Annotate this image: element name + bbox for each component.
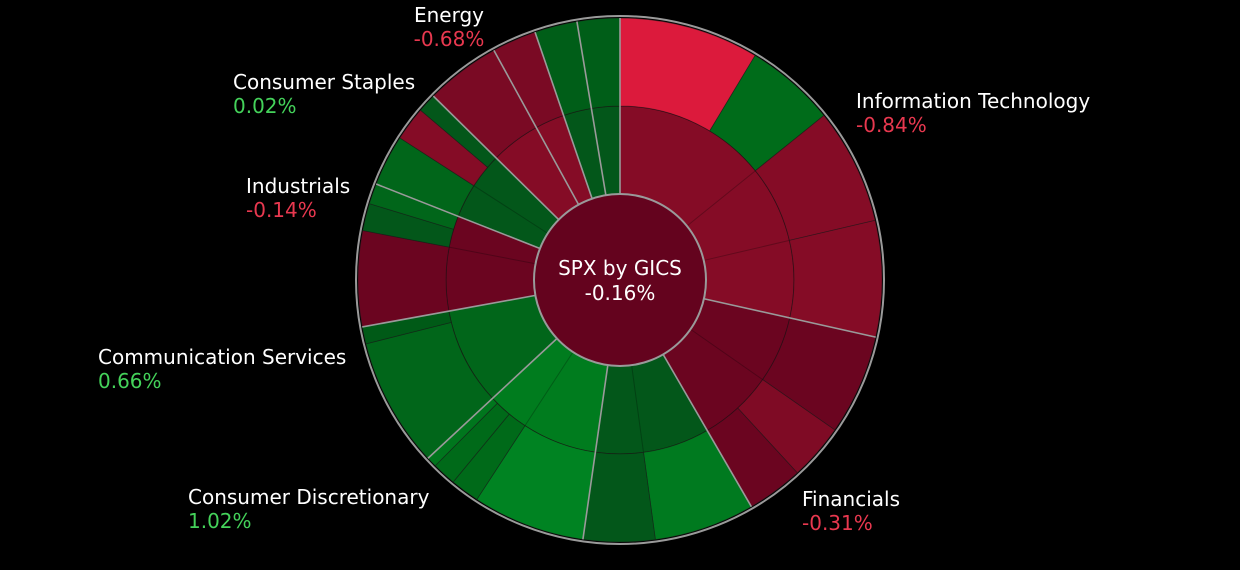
sector-change-financials: -0.31% bbox=[802, 511, 873, 535]
center-hub[interactable]: SPX by GICS -0.16% bbox=[533, 193, 707, 367]
outer-border bbox=[355, 15, 885, 545]
sector-label-information-technology: Information Technology bbox=[856, 89, 1090, 113]
sector-divider-consumer-discretionary bbox=[582, 365, 609, 540]
sector-divider-materials bbox=[576, 21, 607, 196]
sector-label-communication-services: Communication Services bbox=[98, 345, 346, 369]
industry-boundary bbox=[686, 170, 756, 227]
sector-change-consumer-staples: 0.02% bbox=[233, 94, 297, 118]
sector-divider-energy bbox=[432, 95, 560, 221]
industry-boundary bbox=[449, 246, 536, 265]
center-circle bbox=[533, 193, 707, 367]
chart-title: SPX by GICS bbox=[558, 256, 682, 280]
sector-change-communication-services: 0.66% bbox=[98, 369, 162, 393]
sub-industry-slice-industrials-0-0[interactable] bbox=[357, 230, 450, 328]
sector-change-energy: -0.68% bbox=[414, 27, 485, 51]
industry-boundary bbox=[631, 365, 644, 453]
sector-ring bbox=[445, 105, 795, 455]
sector-divider-communication-services bbox=[427, 337, 558, 459]
sector-change-industrials: -0.14% bbox=[246, 198, 317, 222]
sub-industry-ring bbox=[357, 17, 883, 543]
sector-divider-industrials bbox=[362, 294, 536, 328]
sector-divider-real-estate bbox=[534, 31, 593, 199]
sector-divider-health-care bbox=[662, 354, 753, 508]
sector-label-industrials: Industrials bbox=[246, 174, 350, 198]
sector-dividers bbox=[362, 18, 876, 540]
sector-labels: Information Technology-0.84%Financials-0… bbox=[98, 3, 1090, 535]
industry-boundary bbox=[690, 328, 763, 381]
sub-industry-slice-information-technology-2-0[interactable] bbox=[788, 219, 883, 338]
industry-boundary bbox=[703, 239, 790, 261]
sector-label-financials: Financials bbox=[802, 487, 900, 511]
sector-divider-financials bbox=[703, 297, 876, 338]
sector-change-information-technology: -0.84% bbox=[856, 113, 927, 137]
sector-label-consumer-staples: Consumer Staples bbox=[233, 70, 415, 94]
sector-label-energy: Energy bbox=[414, 3, 484, 27]
sector-change-consumer-discretionary: 1.02% bbox=[188, 509, 252, 533]
sector-label-consumer-discretionary: Consumer Discretionary bbox=[188, 485, 430, 509]
industry-boundary bbox=[473, 185, 549, 234]
sector-divider-consumer-staples bbox=[375, 183, 541, 250]
sector-divider-utilities bbox=[493, 49, 580, 206]
industry-boundary bbox=[524, 351, 574, 426]
chart-total-change: -0.16% bbox=[585, 281, 656, 305]
